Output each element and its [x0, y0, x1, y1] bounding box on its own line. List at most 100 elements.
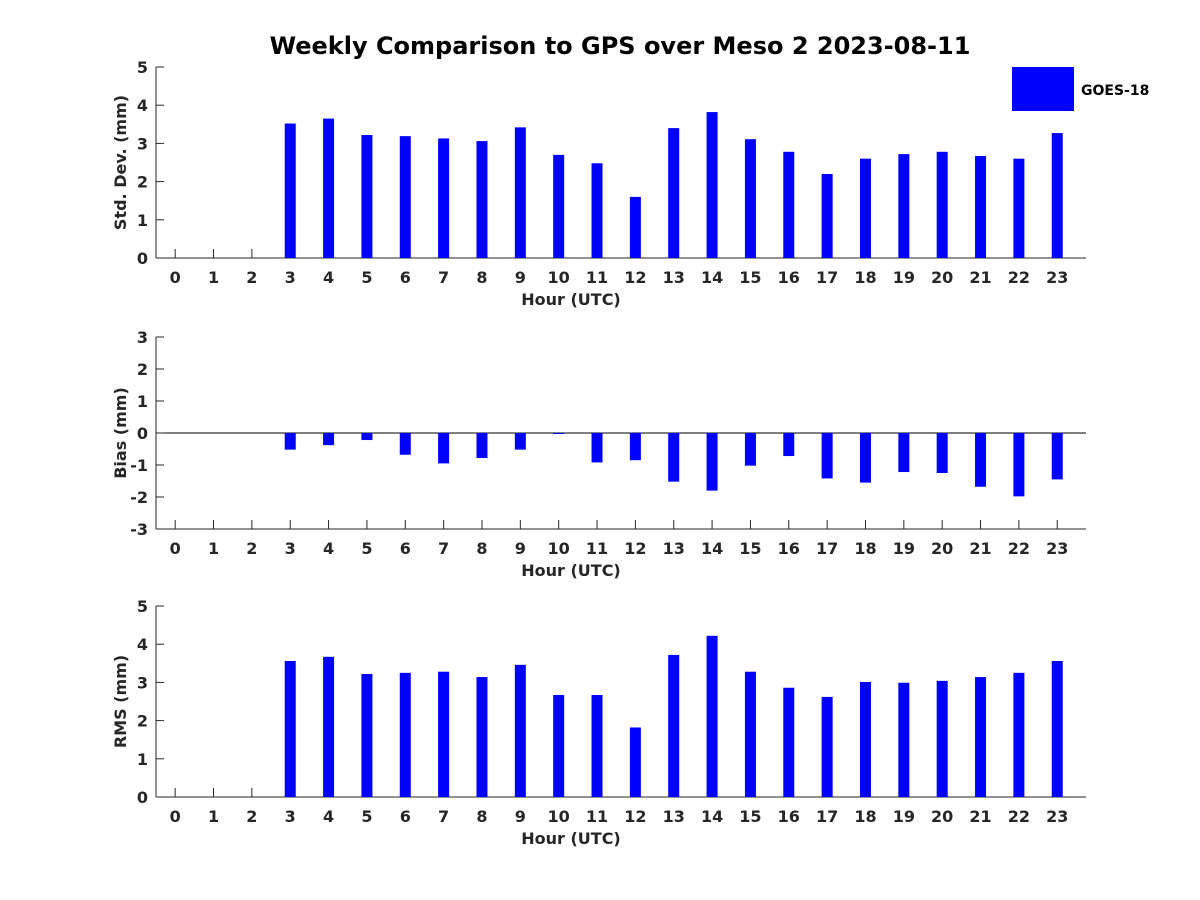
- bar-hour-3: [284, 433, 296, 450]
- y-tick-label: -2: [130, 488, 148, 507]
- x-tick-label: 10: [548, 268, 570, 287]
- x-tick-label: 12: [624, 807, 646, 826]
- y-tick-label: 4: [137, 96, 148, 115]
- x-tick-label: 22: [1008, 539, 1030, 558]
- bar-hour-22: [1013, 672, 1025, 797]
- y-tick-label: 5: [137, 58, 148, 77]
- x-tick-label: 8: [476, 807, 487, 826]
- x-tick-label: 6: [400, 807, 411, 826]
- legend-swatch-goes-18: [1012, 67, 1074, 111]
- x-tick-label: 9: [515, 268, 526, 287]
- x-tick-label: 1: [208, 539, 219, 558]
- bar-hour-16: [783, 151, 795, 258]
- bar-hour-21: [975, 156, 987, 258]
- x-axis-label: Hour (UTC): [521, 561, 621, 580]
- x-tick-label: 4: [323, 807, 334, 826]
- bar-hour-8: [476, 141, 488, 258]
- bar-hour-3: [284, 661, 296, 797]
- x-tick-label: 9: [515, 807, 526, 826]
- bar-hour-16: [783, 687, 795, 797]
- bar-hour-8: [476, 677, 488, 797]
- x-tick-label: 14: [701, 539, 723, 558]
- bar-hour-10: [553, 154, 565, 258]
- x-tick-label: 0: [170, 807, 181, 826]
- x-tick-label: 23: [1046, 268, 1068, 287]
- bar-hour-19: [898, 154, 910, 258]
- x-tick-label: 13: [663, 539, 685, 558]
- x-tick-label: 0: [170, 539, 181, 558]
- x-tick-label: 19: [893, 807, 915, 826]
- bar-hour-10: [553, 433, 565, 434]
- bar-hour-11: [591, 433, 603, 463]
- x-tick-label: 2: [246, 268, 257, 287]
- x-tick-label: 15: [739, 539, 761, 558]
- y-tick-label: -3: [130, 520, 148, 539]
- bar-hour-18: [859, 682, 871, 797]
- y-tick-label: 3: [137, 134, 148, 153]
- x-tick-label: 14: [701, 268, 723, 287]
- x-tick-label: 20: [931, 807, 953, 826]
- bar-hour-8: [476, 433, 488, 458]
- x-tick-label: 16: [778, 268, 800, 287]
- y-axis-label: Bias (mm): [111, 387, 130, 479]
- y-tick-label: 4: [137, 635, 148, 654]
- x-tick-label: 7: [438, 539, 449, 558]
- x-tick-label: 16: [778, 539, 800, 558]
- bar-hour-14: [706, 433, 718, 491]
- x-tick-label: 7: [438, 807, 449, 826]
- x-tick-label: 17: [816, 807, 838, 826]
- bar-hour-15: [744, 433, 756, 466]
- legend: GOES-18: [1012, 67, 1149, 111]
- bar-hour-19: [898, 682, 910, 797]
- bar-hour-22: [1013, 158, 1025, 258]
- x-tick-label: 18: [854, 807, 876, 826]
- x-tick-label: 6: [400, 268, 411, 287]
- x-tick-label: 21: [969, 268, 991, 287]
- bar-hour-20: [936, 680, 948, 797]
- x-tick-label: 14: [701, 807, 723, 826]
- bar-hour-23: [1051, 133, 1063, 258]
- bar-hour-7: [438, 138, 450, 258]
- x-tick-label: 16: [778, 807, 800, 826]
- x-axis-label: Hour (UTC): [521, 829, 621, 848]
- x-tick-label: 18: [854, 268, 876, 287]
- bar-hour-9: [514, 664, 526, 797]
- x-tick-label: 12: [624, 268, 646, 287]
- x-tick-label: 19: [893, 268, 915, 287]
- y-tick-label: 2: [137, 173, 148, 192]
- bar-hour-21: [975, 433, 987, 487]
- x-tick-label: 9: [515, 539, 526, 558]
- x-tick-label: 0: [170, 268, 181, 287]
- x-tick-label: 23: [1046, 539, 1068, 558]
- bar-hour-5: [361, 134, 373, 258]
- x-tick-label: 17: [816, 539, 838, 558]
- x-tick-label: 22: [1008, 807, 1030, 826]
- bar-hour-21: [975, 677, 987, 797]
- x-tick-label: 15: [739, 807, 761, 826]
- x-tick-label: 5: [361, 807, 372, 826]
- x-tick-label: 5: [361, 268, 372, 287]
- x-tick-label: 18: [854, 539, 876, 558]
- bar-hour-11: [591, 695, 603, 797]
- bar-hour-7: [438, 671, 450, 797]
- bar-hour-20: [936, 433, 948, 473]
- bar-hour-3: [284, 123, 296, 258]
- x-tick-label: 11: [586, 268, 608, 287]
- x-tick-label: 20: [931, 539, 953, 558]
- x-tick-label: 23: [1046, 807, 1068, 826]
- x-tick-label: 4: [323, 268, 334, 287]
- bar-hour-12: [629, 196, 641, 258]
- y-tick-label: 3: [137, 673, 148, 692]
- y-tick-label: 5: [137, 597, 148, 616]
- x-tick-label: 17: [816, 268, 838, 287]
- bar-hour-12: [629, 433, 641, 461]
- bar-hour-9: [514, 127, 526, 258]
- y-tick-label: 1: [137, 392, 148, 411]
- bar-hour-15: [744, 671, 756, 797]
- x-tick-label: 2: [246, 807, 257, 826]
- bar-hour-6: [399, 433, 411, 455]
